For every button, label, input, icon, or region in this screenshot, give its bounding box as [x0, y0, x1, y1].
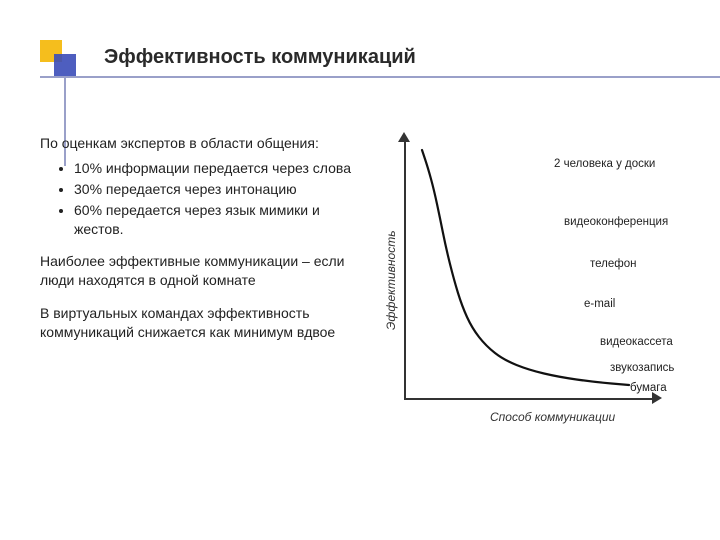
- intro-paragraph: По оценкам экспертов в области общения:: [40, 134, 370, 153]
- chart-y-axis-label: Эффективность: [384, 230, 398, 330]
- bullet-list: 10% информации передается через слова 30…: [40, 159, 370, 239]
- deco-horizontal-line: [40, 76, 720, 78]
- chart-point-label: звукозапись: [610, 362, 674, 374]
- chart-point-label: 2 человека у доски: [554, 158, 655, 170]
- chart-point-label: бумага: [630, 382, 667, 394]
- content-grid: По оценкам экспертов в области общения: …: [40, 130, 680, 510]
- bullet-item: 10% информации передается через слова: [74, 159, 370, 178]
- chart-point-label: телефон: [590, 258, 636, 270]
- header-decoration: [40, 40, 80, 110]
- paragraph-3: В виртуальных командах эффективность ком…: [40, 304, 370, 342]
- paragraph-2: Наиболее эффективные коммуникации – если…: [40, 252, 370, 290]
- slide-title: Эффективность коммуникаций: [104, 46, 416, 69]
- chart-point-label: видеоконференция: [564, 216, 668, 228]
- chart-x-axis-label: Способ коммуникации: [490, 410, 615, 424]
- bullet-item: 30% передается через интонацию: [74, 180, 370, 199]
- chart-point-label: e-mail: [584, 298, 615, 310]
- text-column: По оценкам экспертов в области общения: …: [40, 130, 370, 510]
- effectiveness-chart: Эффективность 2 человека у доски видеокон…: [370, 130, 670, 440]
- chart-point-label: видеокассета: [600, 336, 673, 348]
- deco-blue-square: [54, 54, 76, 76]
- bullet-item: 60% передается через язык мимики и жесто…: [74, 201, 370, 239]
